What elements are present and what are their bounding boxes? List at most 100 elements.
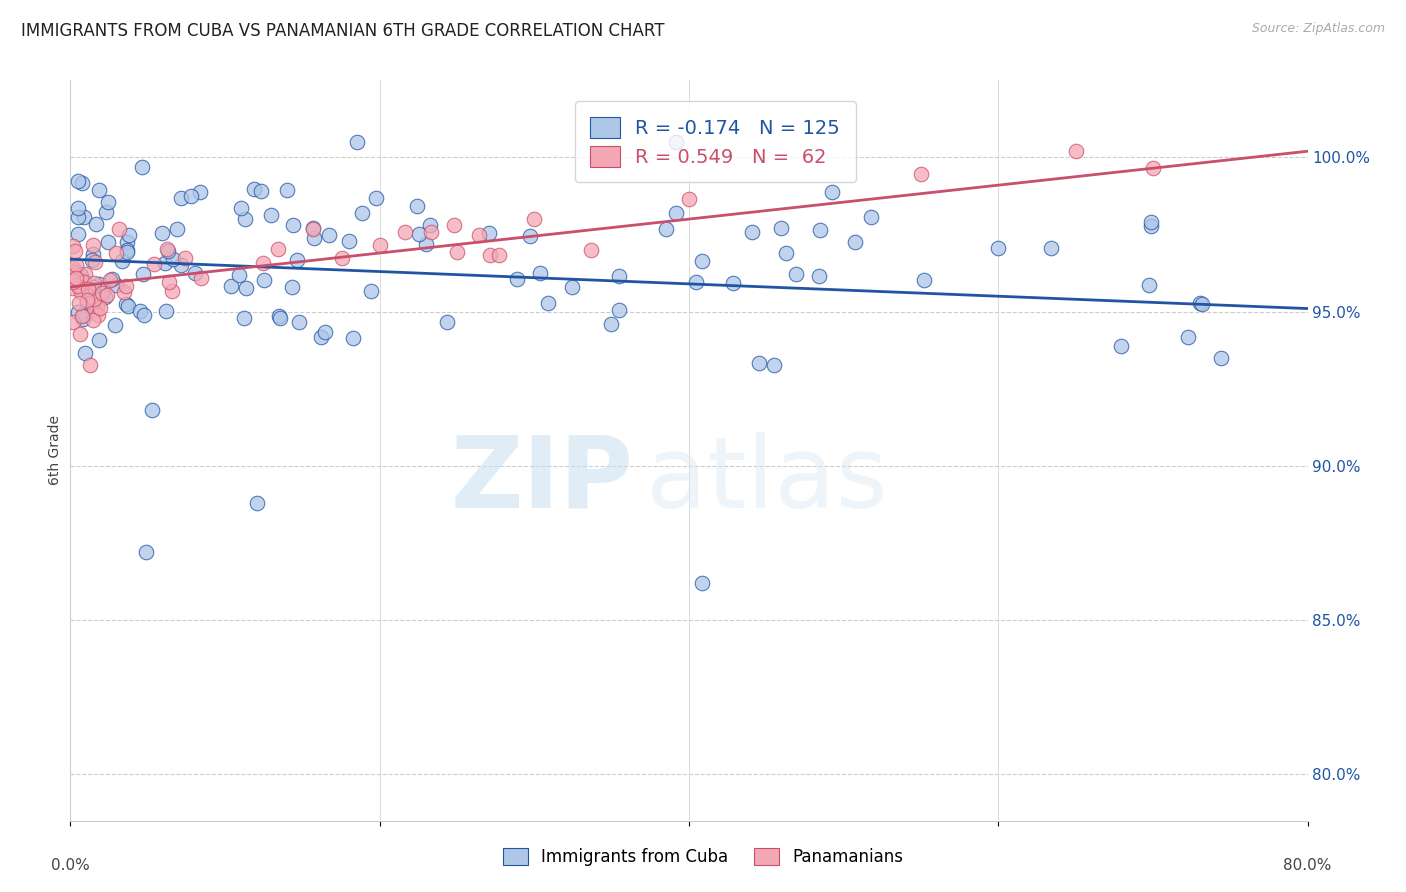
Point	[77, 282, 100, 296]
Point	[76, 294, 98, 309]
Point	[83, 276, 105, 290]
Point	[250, 184, 273, 198]
Point	[1188, 296, 1211, 310]
Point	[406, 199, 429, 213]
Point	[529, 266, 551, 280]
Point	[62, 260, 84, 275]
Point	[89, 301, 111, 315]
Point	[62, 268, 84, 283]
Point	[394, 225, 416, 239]
Point	[118, 227, 141, 242]
Point	[415, 236, 437, 251]
Point	[115, 243, 138, 257]
Point	[337, 234, 360, 248]
Point	[82, 247, 104, 261]
Point	[75, 345, 97, 359]
Point	[537, 296, 560, 310]
Point	[63, 244, 86, 258]
Point	[260, 208, 283, 222]
Point	[364, 191, 387, 205]
Point	[1111, 339, 1133, 353]
Point	[1142, 161, 1164, 175]
Point	[408, 227, 430, 241]
Legend: R = -0.174   N = 125, R = 0.549   N =  62: R = -0.174 N = 125, R = 0.549 N = 62	[575, 101, 855, 182]
Point	[67, 227, 90, 242]
Point	[188, 185, 211, 199]
Point	[346, 135, 368, 149]
Point	[280, 280, 302, 294]
Point	[87, 308, 110, 322]
Point	[342, 331, 364, 345]
Point	[314, 325, 336, 339]
Point	[84, 217, 107, 231]
Point	[117, 299, 139, 313]
Point	[690, 253, 713, 268]
Point	[243, 182, 266, 196]
Point	[73, 268, 96, 282]
Text: Source: ZipAtlas.com: Source: ZipAtlas.com	[1251, 22, 1385, 36]
Point	[143, 257, 166, 271]
Point	[301, 221, 323, 235]
Point	[219, 279, 242, 293]
Point	[134, 308, 156, 322]
Point	[114, 297, 136, 311]
Point	[132, 267, 155, 281]
Point	[253, 273, 276, 287]
Point	[170, 190, 193, 204]
Legend: Immigrants from Cuba, Panamanians: Immigrants from Cuba, Panamanians	[489, 834, 917, 880]
Point	[607, 302, 630, 317]
Point	[100, 272, 122, 286]
Point	[87, 334, 110, 348]
Point	[311, 330, 333, 344]
Text: IMMIGRANTS FROM CUBA VS PANAMANIAN 6TH GRADE CORRELATION CHART: IMMIGRANTS FROM CUBA VS PANAMANIAN 6TH G…	[21, 22, 665, 40]
Point	[229, 201, 252, 215]
Point	[73, 275, 96, 289]
Point	[166, 222, 188, 236]
Point	[98, 273, 121, 287]
Point	[276, 183, 298, 197]
Point	[678, 192, 700, 206]
Point	[285, 253, 308, 268]
Point	[443, 218, 465, 232]
Point	[770, 221, 793, 235]
Point	[86, 300, 108, 314]
Point	[174, 251, 197, 265]
Point	[269, 311, 291, 326]
Point	[62, 281, 84, 295]
Point	[1209, 351, 1232, 366]
Point	[987, 241, 1010, 255]
Point	[252, 256, 274, 270]
Point	[67, 201, 90, 215]
Point	[360, 284, 382, 298]
Point	[741, 225, 763, 239]
Point	[685, 275, 707, 289]
Point	[72, 312, 94, 326]
Point	[157, 275, 180, 289]
Point	[157, 244, 180, 258]
Point	[350, 206, 373, 220]
Point	[72, 309, 94, 323]
Point	[89, 183, 111, 197]
Point	[488, 247, 510, 261]
Point	[170, 258, 193, 272]
Point	[82, 313, 104, 327]
Point	[665, 135, 688, 149]
Point	[129, 304, 152, 318]
Point	[820, 185, 842, 199]
Point	[721, 276, 744, 290]
Point	[141, 403, 163, 417]
Point	[108, 222, 131, 236]
Point	[67, 305, 90, 319]
Point	[96, 205, 118, 219]
Point	[183, 266, 205, 280]
Point	[301, 222, 323, 236]
Text: 80.0%: 80.0%	[1284, 857, 1331, 872]
Point	[155, 242, 177, 256]
Point	[65, 258, 87, 272]
Point	[111, 253, 134, 268]
Point	[266, 242, 288, 256]
Point	[479, 248, 502, 262]
Point	[844, 235, 866, 249]
Point	[62, 275, 84, 289]
Point	[115, 244, 138, 259]
